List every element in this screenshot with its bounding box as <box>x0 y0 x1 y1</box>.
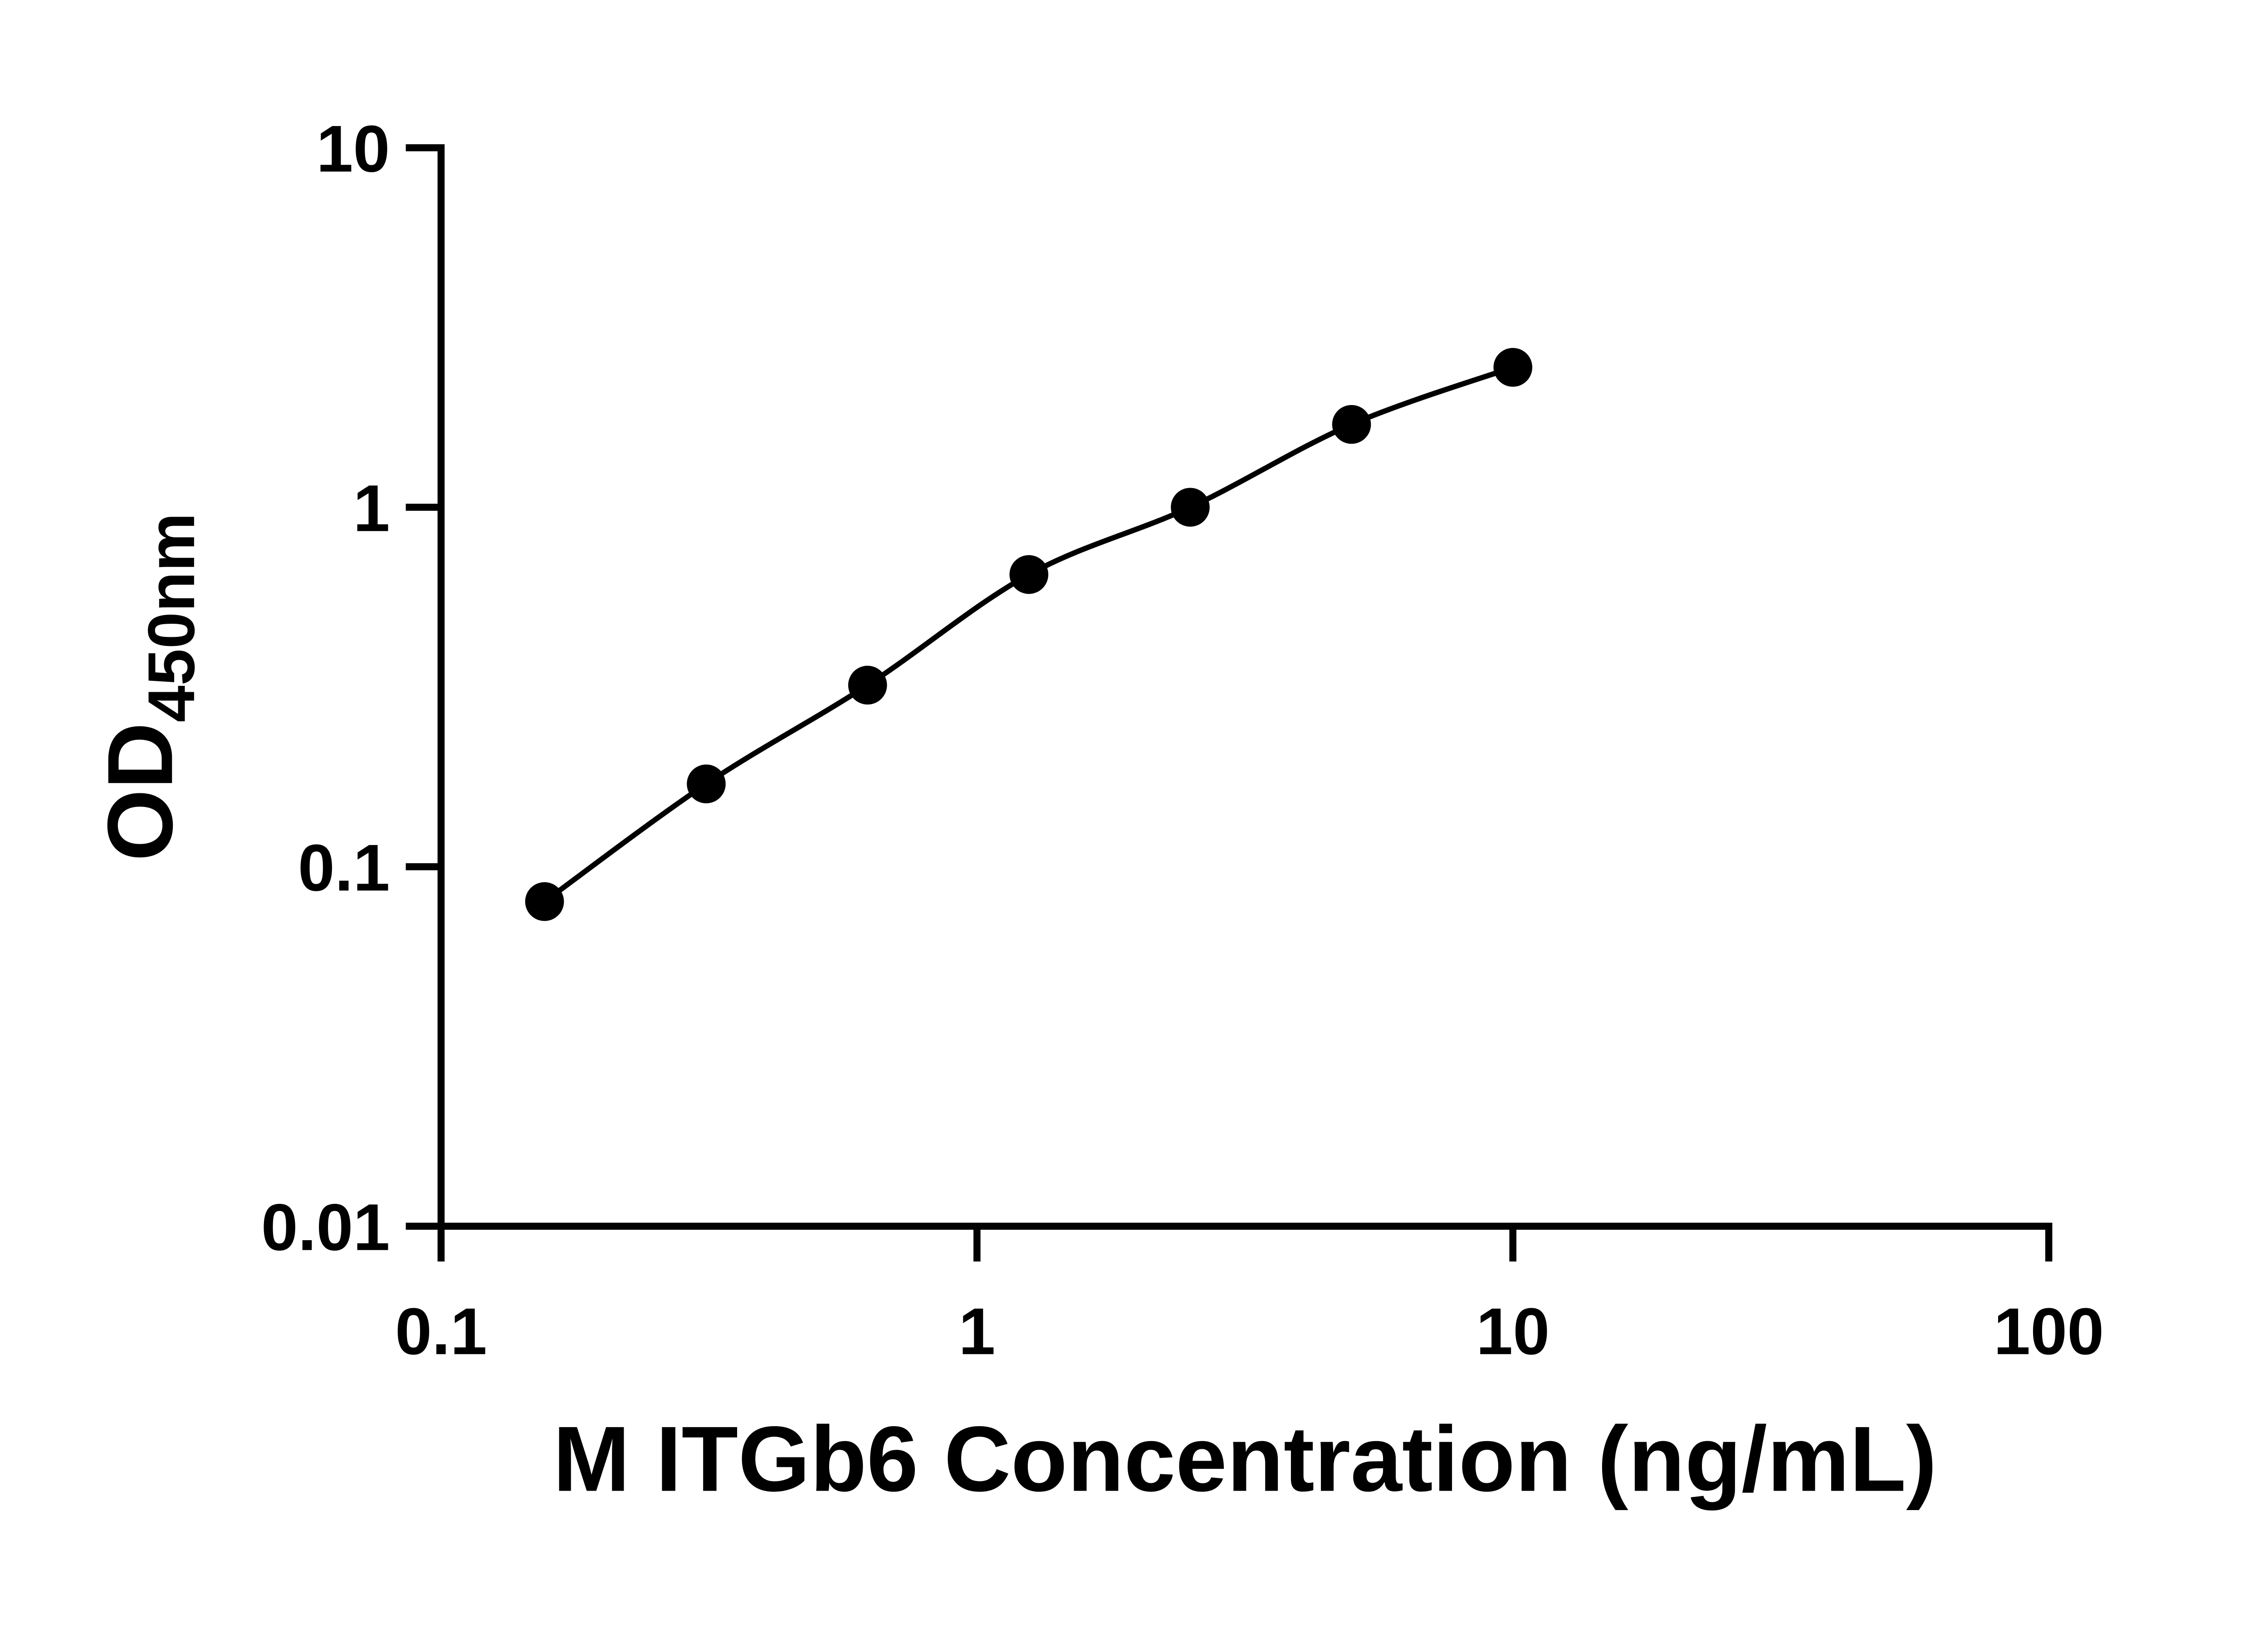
data-point <box>1493 348 1533 387</box>
data-point <box>687 764 726 803</box>
y-tick-label: 10 <box>316 112 390 186</box>
data-point <box>1332 405 1371 444</box>
x-tick-label: 10 <box>1476 1294 1549 1368</box>
x-tick-label: 0.1 <box>395 1294 487 1368</box>
elisa-standard-curve-page: 0.1 1 10 100 0.01 0.1 1 10 M ITGb6 Concentration… <box>0 0 2268 1588</box>
x-axis-title: M ITGb6 Concentration (ng/mL) <box>553 1408 1937 1511</box>
y-axis-title: OD450nm <box>88 513 208 861</box>
data-point <box>525 882 564 921</box>
data-point <box>1009 555 1049 594</box>
x-tick-label: 1 <box>958 1294 995 1368</box>
data-point <box>1171 488 1210 527</box>
y-tick-label: 0.1 <box>298 831 390 905</box>
y-tick-label: 0.01 <box>261 1190 390 1264</box>
y-tick-label: 1 <box>353 471 390 545</box>
data-point <box>848 665 887 705</box>
chart-background <box>0 0 2268 1588</box>
x-tick-label: 100 <box>1994 1294 2104 1368</box>
y-axis-title-subscript: 450nm <box>134 513 208 722</box>
